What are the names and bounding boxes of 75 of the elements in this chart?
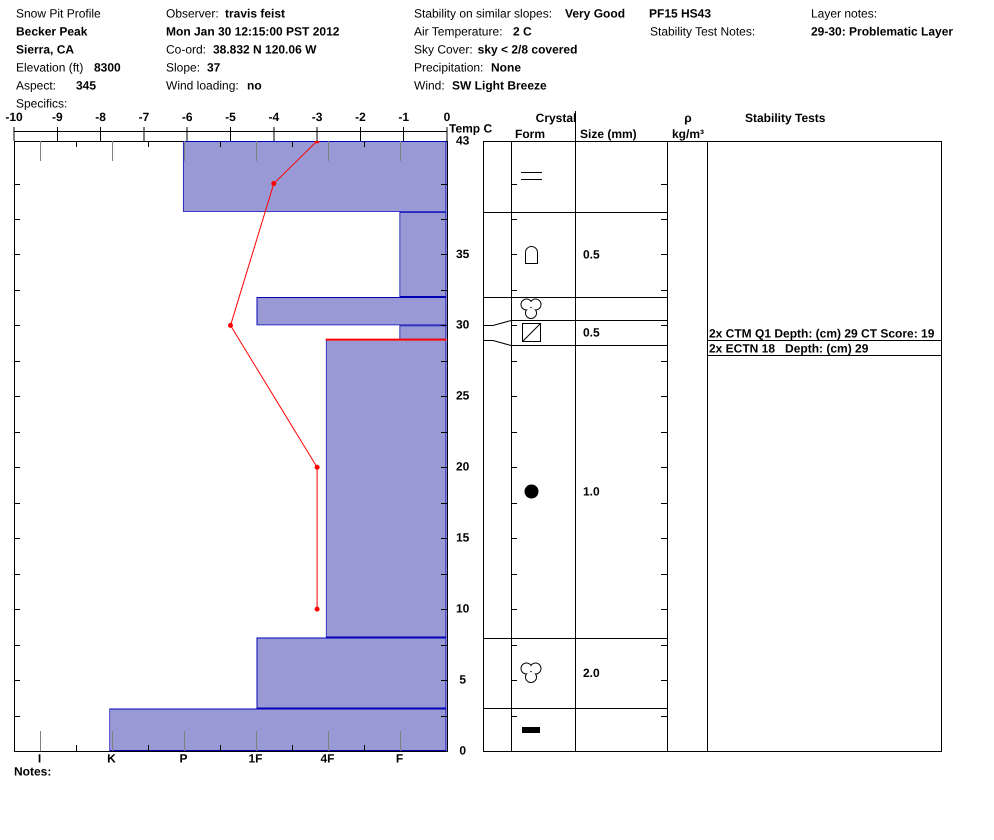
y-tick-label: 10 xyxy=(456,601,470,616)
text: Aspect: xyxy=(16,78,56,92)
chart-title: Snow Pit Profile xyxy=(16,6,102,20)
annotation: 4F xyxy=(320,751,335,766)
text: Becker Peak xyxy=(16,24,88,38)
text: PF15 HS43 xyxy=(649,6,712,20)
y-tick-label: 15 xyxy=(456,530,470,545)
y-tick-label: 30 xyxy=(456,318,470,332)
text: Layer notes: xyxy=(811,6,878,20)
text: Air Temperature: xyxy=(414,24,502,38)
y-tick-label: 5 xyxy=(459,672,466,686)
text: Form xyxy=(515,127,545,141)
text: SW Light Breeze xyxy=(452,78,547,92)
text: 0.5 xyxy=(583,326,600,340)
y-tick-label: 25 xyxy=(456,388,470,403)
text: 1.0 xyxy=(583,484,600,498)
text: Sierra, CA xyxy=(16,42,74,56)
annotation: K xyxy=(107,751,116,766)
point xyxy=(228,322,233,328)
text: Slope: xyxy=(166,60,200,74)
text: ρ xyxy=(684,111,692,125)
text: 29-30: Problematic Layer xyxy=(811,24,954,38)
text: Stability Tests xyxy=(745,111,826,125)
text: Sky Cover: xyxy=(414,42,473,56)
text: 38.832 N 120.06 W xyxy=(213,42,318,56)
annotation: 1F xyxy=(248,751,263,766)
text: travis feist xyxy=(225,6,286,20)
text: Observer: xyxy=(166,6,219,20)
point xyxy=(314,606,320,612)
text: 8300 xyxy=(94,60,122,74)
text: 2x ECTN 18 Depth: (cm) 29 xyxy=(709,342,869,356)
x2-tick-label: -1 xyxy=(398,110,410,124)
text: Size (mm) xyxy=(580,127,637,141)
x2-tick-label: -6 xyxy=(182,110,193,124)
text: 2 C xyxy=(513,24,532,38)
text: Precipitation: xyxy=(414,60,484,74)
x2-tick-label: -8 xyxy=(95,110,106,124)
text: sky < 2/8 covered xyxy=(478,42,578,56)
text: 345 xyxy=(76,78,96,92)
x2-tick-label: -10 xyxy=(5,110,23,124)
text: Stability Test Notes: xyxy=(650,24,756,38)
text: Co-ord: xyxy=(166,42,206,56)
text: Elevation (ft) xyxy=(16,60,84,74)
point xyxy=(314,464,320,470)
text: I xyxy=(38,751,42,766)
text: 2.0 xyxy=(583,666,600,680)
y-tick-label: 0 xyxy=(459,743,466,758)
x2-tick-label: -2 xyxy=(355,110,366,124)
x2-tick-label: -7 xyxy=(138,110,150,124)
x2-tick-label: 0 xyxy=(444,110,451,124)
text: kg/m³ xyxy=(672,127,704,141)
text: 37 xyxy=(207,60,221,74)
y-tick-label: 20 xyxy=(456,460,470,474)
x2-tick-label: -9 xyxy=(52,110,63,124)
text: no xyxy=(247,78,262,92)
text: Wind loading: xyxy=(166,78,239,92)
x2-tick-label: -5 xyxy=(225,110,236,124)
annotation: F xyxy=(396,751,404,766)
text: 0.5 xyxy=(583,247,600,262)
text: Stability on similar slopes: xyxy=(414,6,552,20)
text: Wind: xyxy=(414,78,445,92)
text: Mon Jan 30 12:15:00 PST 2012 xyxy=(166,24,340,38)
text: 2x CTM Q1 Depth: (cm) 29 CT Score: 19 xyxy=(709,326,935,340)
annotation: P xyxy=(179,751,188,766)
point xyxy=(271,181,276,186)
text: Very Good xyxy=(565,6,626,20)
x2-axis-title: Temp C xyxy=(449,121,492,136)
text: Crystal xyxy=(536,111,576,125)
x2-tick-label: -4 xyxy=(268,110,280,124)
y-tick-label: 35 xyxy=(456,246,470,261)
x2-tick-label: -3 xyxy=(312,110,323,124)
text: Notes: xyxy=(14,764,52,778)
text: None xyxy=(491,60,522,74)
text: Specifics: xyxy=(16,96,68,110)
y-tick-label: 43 xyxy=(456,133,470,148)
